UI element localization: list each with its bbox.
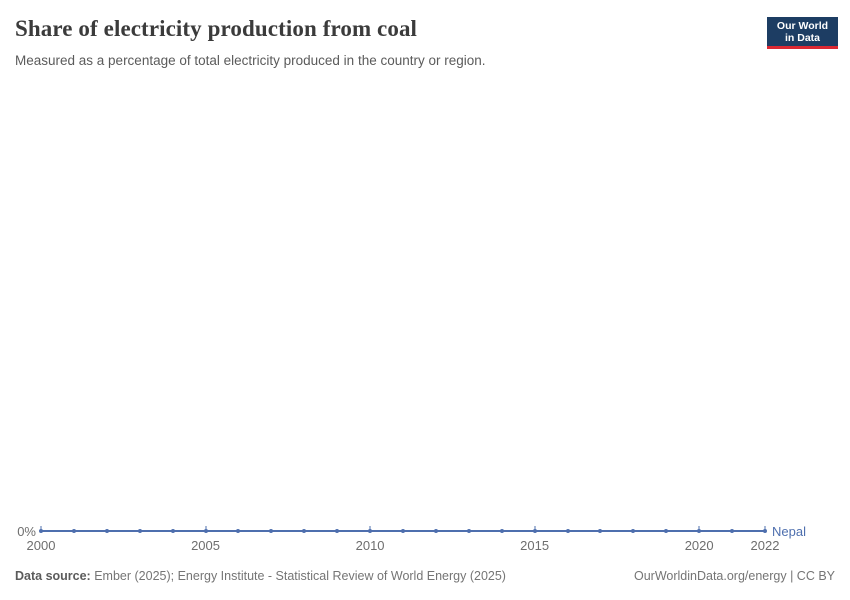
data-point-2012[interactable] bbox=[433, 529, 438, 533]
data-point-2017[interactable] bbox=[598, 529, 603, 533]
x-axis-tick-2020 bbox=[698, 526, 700, 530]
x-axis-tick-2022 bbox=[764, 526, 766, 530]
x-axis-tick-2005 bbox=[205, 526, 207, 530]
data-point-2015[interactable] bbox=[532, 529, 537, 533]
data-point-2013[interactable] bbox=[466, 529, 471, 533]
data-point-2016[interactable] bbox=[565, 529, 570, 533]
data-point-2020[interactable] bbox=[697, 529, 702, 533]
owid-logo-line1: Our World bbox=[776, 20, 829, 32]
data-point-2019[interactable] bbox=[664, 529, 669, 533]
chart-footer: Data source: Ember (2025); Energy Instit… bbox=[15, 569, 835, 583]
data-point-2000[interactable] bbox=[39, 529, 43, 533]
data-point-2009[interactable] bbox=[335, 529, 340, 533]
data-point-2021[interactable] bbox=[730, 529, 735, 533]
data-source-label: Data source: bbox=[15, 569, 91, 583]
owid-logo[interactable]: Our World in Data bbox=[767, 17, 838, 49]
data-point-2002[interactable] bbox=[104, 529, 109, 533]
chart-subtitle: Measured as a percentage of total electr… bbox=[15, 53, 486, 68]
series-label-nepal[interactable]: Nepal bbox=[772, 524, 806, 539]
data-point-2008[interactable] bbox=[302, 529, 307, 533]
x-axis-tick-2010 bbox=[369, 526, 371, 530]
data-point-2003[interactable] bbox=[137, 529, 142, 533]
data-point-2001[interactable] bbox=[71, 529, 76, 533]
x-axis-label-2022: 2022 bbox=[750, 538, 780, 553]
data-point-2011[interactable] bbox=[401, 529, 405, 533]
data-point-2022[interactable] bbox=[763, 529, 767, 533]
owid-logo-line2: in Data bbox=[784, 32, 820, 44]
data-point-2014[interactable] bbox=[499, 529, 504, 533]
y-axis-zero-label: 0% bbox=[17, 524, 36, 539]
x-axis-label-2020: 2020 bbox=[684, 538, 714, 553]
data-point-2018[interactable] bbox=[631, 529, 636, 533]
x-axis-label-2010: 2010 bbox=[355, 538, 385, 553]
x-axis-tick-2015 bbox=[534, 526, 536, 530]
x-axis-label-2015: 2015 bbox=[520, 538, 550, 553]
data-point-2005[interactable] bbox=[203, 529, 208, 533]
data-point-2007[interactable] bbox=[269, 529, 274, 533]
x-axis-label-2005: 2005 bbox=[191, 538, 220, 553]
data-point-2006[interactable] bbox=[236, 529, 241, 533]
x-axis-tick-2000 bbox=[40, 526, 42, 530]
data-point-2010[interactable] bbox=[368, 529, 373, 533]
chart-title: Share of electricity production from coa… bbox=[15, 16, 418, 41]
data-point-2004[interactable] bbox=[170, 529, 175, 533]
license-link[interactable]: OurWorldinData.org/energy | CC BY bbox=[633, 569, 835, 583]
x-axis-label-2000: 2000 bbox=[26, 538, 56, 553]
data-source-note: Data source: Ember (2025); Energy Instit… bbox=[15, 569, 506, 583]
data-source-value: Ember (2025); Energy Institute - Statist… bbox=[94, 569, 506, 583]
